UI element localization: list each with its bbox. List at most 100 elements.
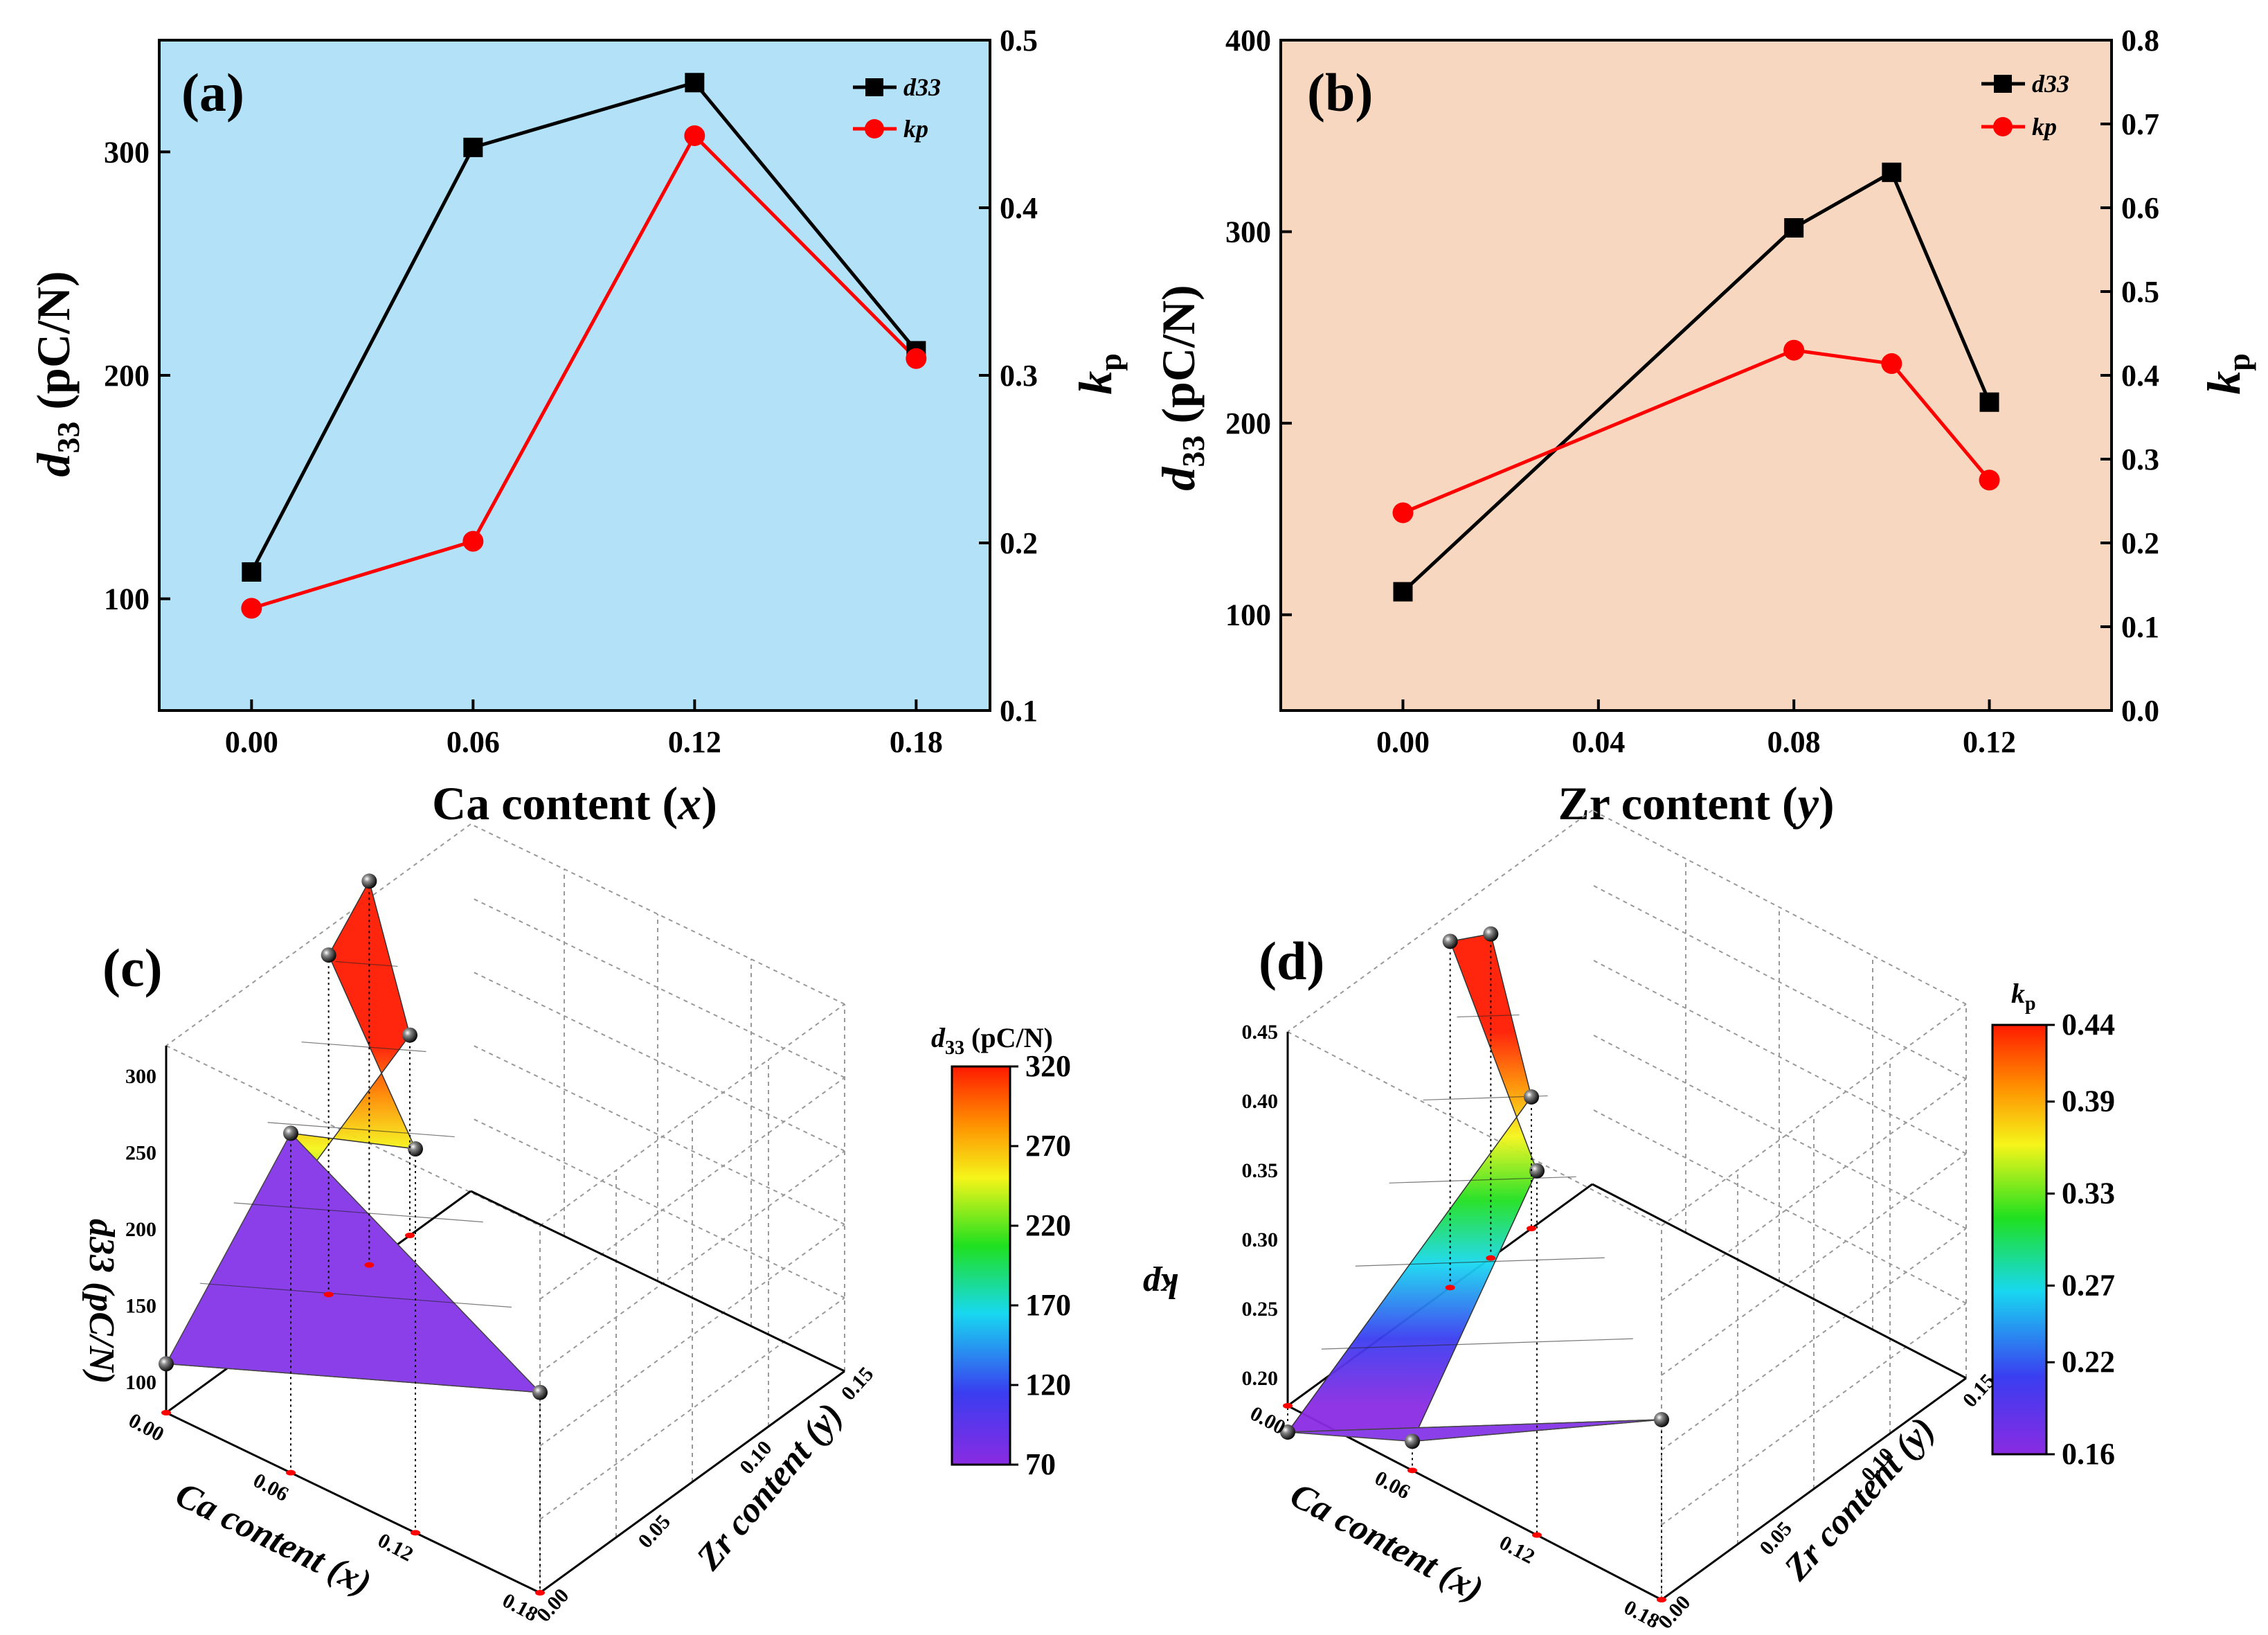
floor-projection xyxy=(1527,1226,1536,1231)
contour-line xyxy=(301,1042,426,1053)
z-tick-label: 250 xyxy=(125,1142,156,1165)
marker-kp xyxy=(906,348,927,369)
legend-kp-marker xyxy=(1993,117,2013,136)
panel-b-left-axis-label: d33 (pC/N) xyxy=(1152,285,1211,490)
panel-b-legend: d33 kp xyxy=(1981,70,2069,141)
panel-d-surface xyxy=(1286,933,1662,1442)
x-tick-label: 0.12 xyxy=(1963,725,2016,759)
y-right-tick-label: 0.3 xyxy=(1000,359,1038,393)
x-tick-label: 0.08 xyxy=(1767,725,1821,759)
series-line-d33 xyxy=(1401,170,1991,593)
panel-b-left-ticks: 100 200 300 400 xyxy=(1225,24,1292,632)
x-axis-line xyxy=(165,1411,541,1594)
panel-d-label: (d) xyxy=(1259,931,1324,991)
panel-b-x-ticks: 0.00 0.04 0.08 0.12 xyxy=(1376,699,2016,759)
colorbar-tick-label: 120 xyxy=(1025,1368,1071,1402)
data-point xyxy=(283,1125,298,1141)
panel-a-right-axis-label: kp xyxy=(1069,353,1128,395)
data-point xyxy=(1524,1089,1539,1105)
panel-a-markers xyxy=(241,73,927,619)
legend-kp-label: kp xyxy=(2032,113,2057,141)
marker-kp xyxy=(1979,470,2000,491)
surface-patch xyxy=(1287,1419,1662,1442)
legend-kp-label: kp xyxy=(903,115,928,143)
floor-projection xyxy=(1532,1532,1542,1538)
marker-d33 xyxy=(242,562,262,582)
floor-projection xyxy=(1407,1467,1417,1474)
floor-projection xyxy=(161,1410,171,1415)
y-right-tick-label: 0.1 xyxy=(1000,694,1038,728)
series-line-kp xyxy=(1402,348,1991,515)
floor-projection xyxy=(364,1262,375,1268)
box-edge xyxy=(470,823,845,1005)
panel-a-x-ticks: 0.00 0.06 0.12 0.18 xyxy=(225,699,943,759)
x-tick-label: 0.18 xyxy=(890,725,943,759)
floor-projection xyxy=(405,1233,415,1238)
y-left-tick-label: 200 xyxy=(104,359,150,393)
panel-b-x-axis-label: Zr content (y) xyxy=(1558,777,1834,830)
floor-edge xyxy=(1592,1183,1967,1379)
panel-d-points xyxy=(1280,926,1669,1602)
panel-b-right-ticks: 0.0 0.1 0.2 0.3 0.4 0.5 0.6 0.7 0.8 xyxy=(2100,24,2159,728)
marker-kp xyxy=(684,125,705,146)
panel-a-legend: d33 kp xyxy=(853,73,941,143)
marker-d33 xyxy=(1393,582,1413,602)
y-left-tick-label: 300 xyxy=(104,135,150,169)
x-tick-label: 0.04 xyxy=(1572,725,1625,759)
data-point xyxy=(532,1384,548,1400)
x-tick-label: 0.00 xyxy=(1376,725,1430,759)
contour-line xyxy=(1355,1257,1605,1267)
colorbar-tick-label: 270 xyxy=(1025,1129,1071,1163)
y-tick-label: 0.15 xyxy=(837,1363,879,1405)
floor-projection xyxy=(286,1469,296,1476)
panel-d-colorbar-label: kp xyxy=(2011,978,2036,1015)
colorbar-tick-label: 320 xyxy=(1025,1049,1071,1083)
y-right-tick-label: 0.5 xyxy=(1000,24,1038,57)
floor-projection xyxy=(411,1530,420,1536)
marker-kp xyxy=(1392,502,1414,524)
marker-kp xyxy=(241,598,262,619)
y-right-tick-label: 0.8 xyxy=(2121,24,2159,57)
panel-c-label: (c) xyxy=(102,938,163,998)
y-left-tick-label: 200 xyxy=(1225,406,1271,440)
contour-line xyxy=(335,961,398,967)
x-tick-label: 0.12 xyxy=(374,1529,417,1566)
floor-projection xyxy=(535,1590,545,1596)
x-tick-label: 0.00 xyxy=(225,725,278,759)
marker-kp xyxy=(1783,339,1805,361)
marker-d33 xyxy=(1784,218,1804,238)
contour-line xyxy=(199,1283,512,1308)
colorbar-tick-label: 0.33 xyxy=(2062,1177,2115,1210)
panel-b-series-lines xyxy=(1401,170,1991,593)
colorbar-tick-label: 0.22 xyxy=(2062,1345,2115,1379)
panel-c-y-axis-label: Zr content (y) xyxy=(689,1395,851,1578)
y-right-tick-label: 0.2 xyxy=(2121,526,2159,560)
y-left-tick-label: 300 xyxy=(1225,215,1271,249)
data-point xyxy=(1442,933,1458,949)
data-point xyxy=(1405,1433,1420,1449)
floor-projection xyxy=(1445,1285,1455,1291)
y-right-tick-label: 0.0 xyxy=(2121,694,2159,728)
colorbar-tick-label: 0.44 xyxy=(2062,1008,2115,1042)
box-edge xyxy=(1287,1031,1662,1226)
legend-d33-label: d33 xyxy=(903,73,941,101)
data-point xyxy=(361,873,377,889)
y-right-tick-label: 0.1 xyxy=(2121,610,2159,644)
box-edge xyxy=(1287,810,1593,1033)
x-tick-label: 0.00 xyxy=(125,1409,168,1446)
marker-kp xyxy=(462,530,484,552)
panel-d-3d-surface: 0.000.060.120.180.000.050.100.150.200.25… xyxy=(1142,810,2115,1634)
box-edge xyxy=(165,1045,541,1226)
data-point xyxy=(159,1356,174,1372)
floor-projection xyxy=(1283,1403,1293,1409)
panel-a-left-axis-label: d33 (pC/N) xyxy=(27,271,86,476)
grid-line xyxy=(470,970,845,1152)
z-tick-label: 0.35 xyxy=(1242,1159,1279,1182)
floor-edge xyxy=(1661,1377,1967,1601)
marker-d33 xyxy=(463,137,483,157)
panel-c-3d-box xyxy=(165,823,845,1594)
colorbar-tick-label: 0.16 xyxy=(2062,1437,2115,1471)
data-point xyxy=(1280,1424,1295,1440)
